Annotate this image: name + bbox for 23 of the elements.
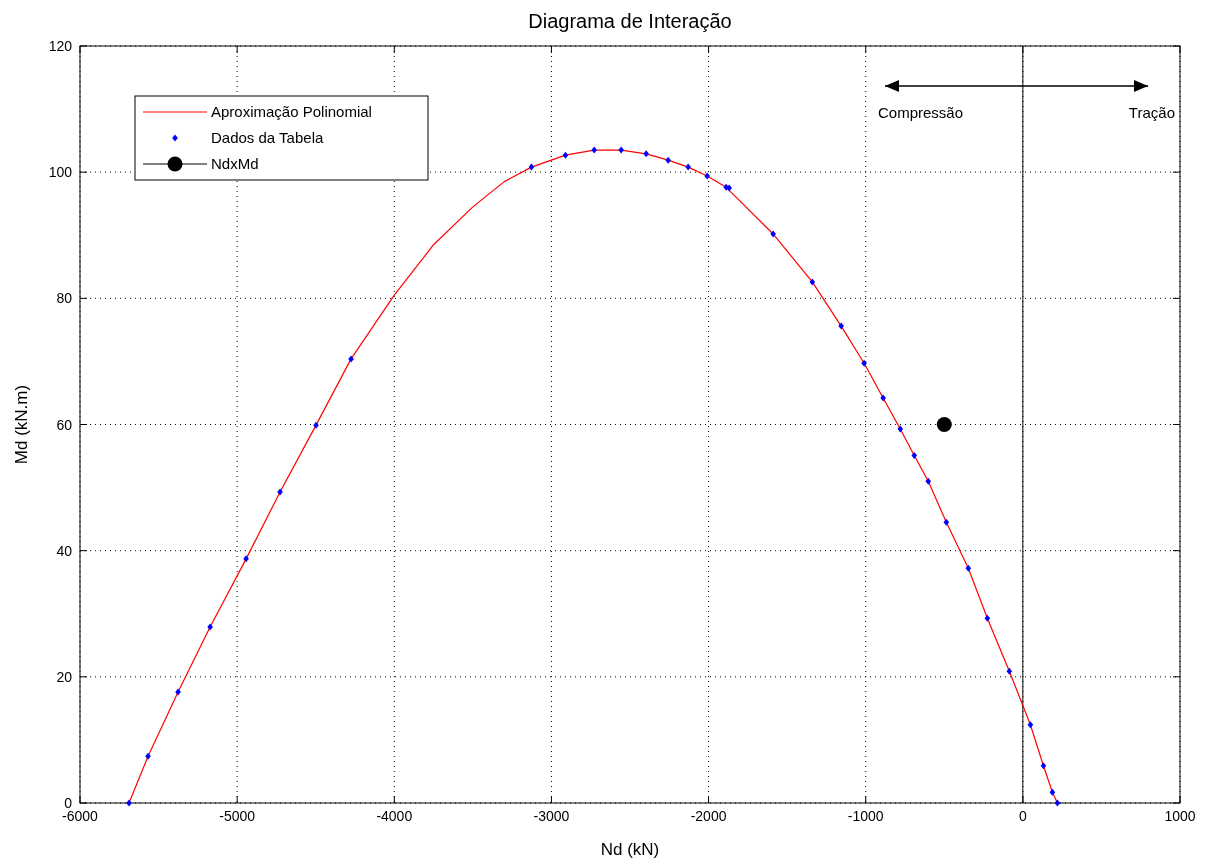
x-tick-label: -2000 xyxy=(690,808,727,824)
legend-label: Aproximação Polinomial xyxy=(211,103,372,120)
y-tick-label: 120 xyxy=(48,38,73,54)
annotation: Compressão xyxy=(878,104,964,121)
y-tick-label: 80 xyxy=(56,290,73,307)
x-tick-label: -3000 xyxy=(533,808,570,824)
chart-title: Diagrama de Interação xyxy=(528,10,732,32)
y-tick-label: 0 xyxy=(64,795,73,811)
legend-label: Dados da Tabela xyxy=(211,129,324,146)
y-tick-label: 100 xyxy=(48,164,73,181)
x-tick-label: -5000 xyxy=(219,808,256,824)
y-tick-label: 20 xyxy=(56,668,73,685)
x-tick-label: -1000 xyxy=(847,808,884,824)
annotation: Tração xyxy=(1128,104,1175,121)
x-tick-label: 1000 xyxy=(1164,808,1196,824)
x-tick-label: 0 xyxy=(1018,808,1027,824)
x-tick-label: -4000 xyxy=(376,808,413,824)
y-tick-label: 60 xyxy=(56,416,73,433)
x-tick-label: -6000 xyxy=(62,808,99,824)
legend-label: NdxMd xyxy=(211,155,259,172)
y-axis-title: Md (kN.m) xyxy=(12,384,31,465)
x-axis-title: Nd (kN) xyxy=(600,840,660,859)
y-tick-label: 40 xyxy=(56,542,73,559)
